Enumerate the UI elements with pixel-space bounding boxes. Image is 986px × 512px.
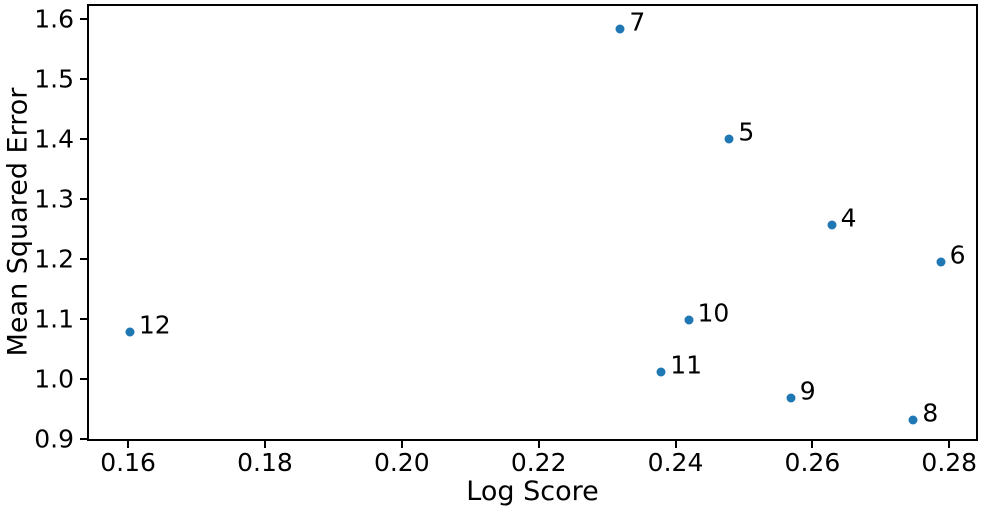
x-tick-label: 0.26 (784, 448, 841, 477)
y-tick (80, 317, 87, 320)
y-tick-label: 1.3 (34, 184, 74, 214)
y-tick-label: 1.5 (34, 64, 74, 94)
x-tick (948, 441, 951, 448)
y-tick (80, 77, 87, 80)
y-tick (80, 377, 87, 380)
point-label: 8 (922, 398, 939, 428)
y-tick (80, 17, 87, 20)
y-tick (80, 257, 87, 260)
y-tick (80, 137, 87, 140)
data-point (908, 415, 918, 425)
data-point (724, 134, 734, 144)
x-tick (811, 441, 814, 448)
plot-area: 4 5 6 7 8 9 10 11 12 (87, 4, 978, 441)
data-point (125, 327, 135, 337)
data-point (656, 367, 666, 377)
x-tick-label: 0.22 (510, 448, 567, 477)
data-point (684, 315, 693, 325)
data-point (936, 257, 946, 267)
point-label: 4 (840, 203, 857, 233)
y-tick (80, 437, 87, 440)
x-tick (674, 441, 677, 448)
y-tick-label: 1.1 (34, 304, 74, 334)
point-label: 11 (670, 350, 703, 380)
x-tick-label: 0.20 (373, 448, 430, 477)
point-label: 9 (799, 376, 816, 406)
data-point (615, 24, 625, 34)
x-tick (537, 441, 540, 448)
x-tick-label: 0.28 (921, 448, 978, 477)
data-point (827, 220, 837, 230)
point-label: 7 (629, 7, 646, 37)
point-label: 6 (949, 240, 966, 270)
point-label: 12 (138, 310, 171, 340)
x-tick-label: 0.16 (100, 448, 156, 477)
y-tick-label: 1.6 (34, 4, 74, 34)
x-tick (127, 441, 130, 448)
y-tick-label: 1.0 (34, 364, 74, 394)
x-tick-label: 0.24 (647, 448, 704, 477)
y-tick-label: 1.2 (34, 244, 74, 274)
point-label: 5 (738, 117, 755, 147)
y-tick-label: 0.9 (34, 424, 74, 454)
x-axis-label: Log Score (466, 476, 599, 507)
point-label: 10 (697, 298, 730, 328)
data-point (786, 393, 796, 403)
x-tick (263, 441, 266, 448)
x-tick-label: 0.18 (237, 448, 293, 477)
y-tick-label: 1.4 (34, 124, 74, 154)
x-tick (400, 441, 403, 448)
y-tick (80, 197, 87, 200)
